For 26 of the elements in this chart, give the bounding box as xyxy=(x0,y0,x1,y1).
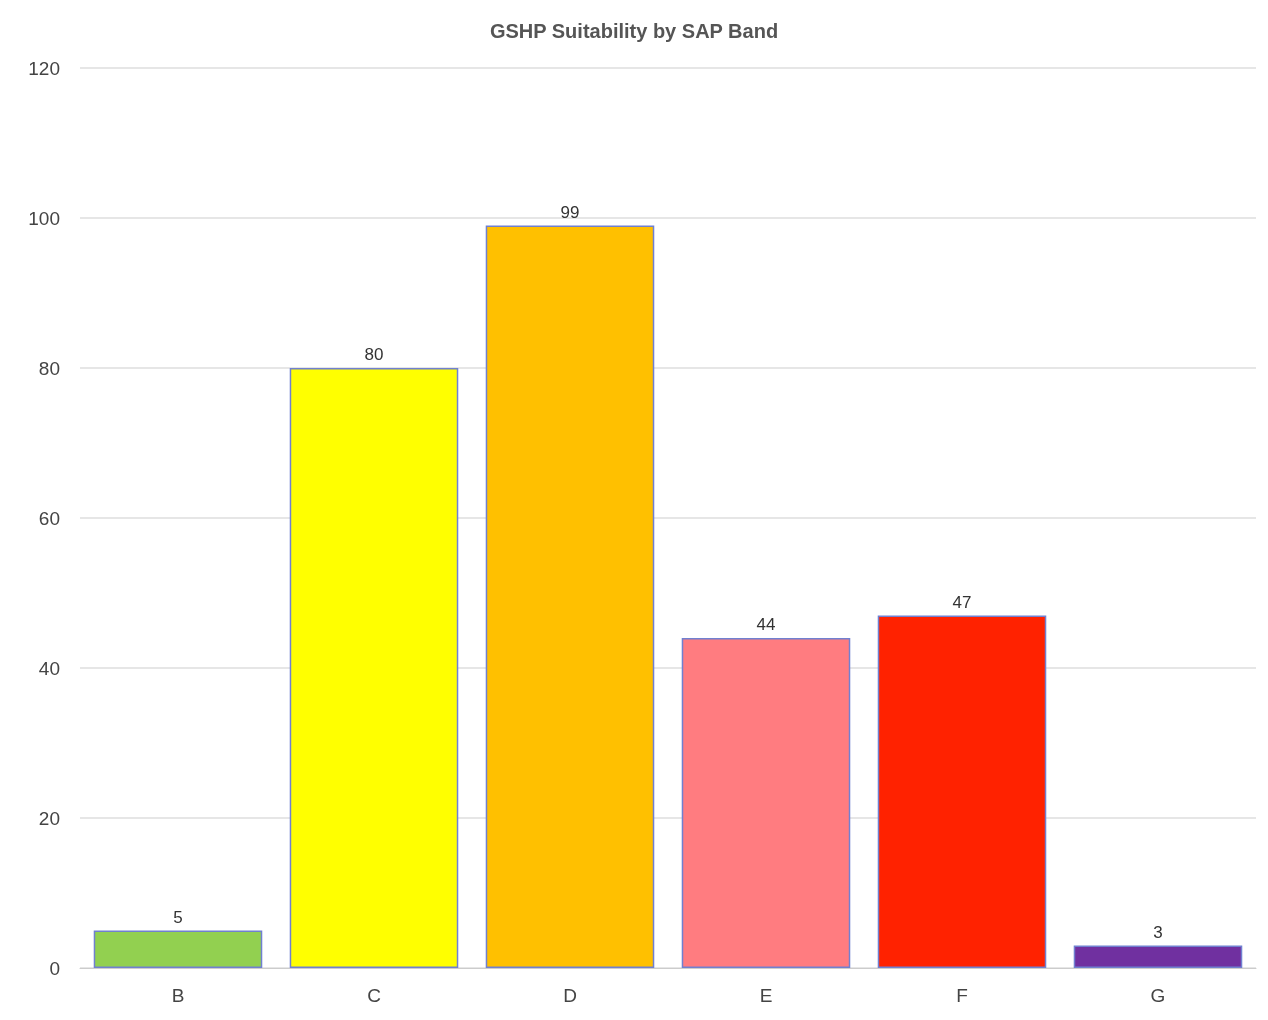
x-tick-label: E xyxy=(759,985,773,1006)
data-label: 80 xyxy=(364,345,384,364)
y-tick-label: 60 xyxy=(38,507,60,529)
bar xyxy=(485,225,655,968)
y-tick-label: 120 xyxy=(28,57,60,79)
chart-title: GSHP Suitability by SAP Band xyxy=(489,20,779,42)
bar xyxy=(289,368,459,968)
y-tick-label: 100 xyxy=(28,207,60,229)
data-label: 3 xyxy=(1153,922,1163,942)
y-tick-label: 80 xyxy=(38,357,60,379)
bar xyxy=(93,930,263,968)
y-tick-label: 0 xyxy=(49,957,60,979)
data-label: 44 xyxy=(756,615,776,634)
data-label: 47 xyxy=(952,592,972,612)
data-label: 5 xyxy=(173,907,183,927)
x-tick-label: B xyxy=(171,985,185,1006)
bar xyxy=(1073,945,1243,968)
x-tick-label: C xyxy=(367,985,381,1006)
y-tick-label: 40 xyxy=(38,657,60,679)
bar xyxy=(877,615,1047,968)
x-tick-label: D xyxy=(563,985,577,1006)
y-tick-label: 20 xyxy=(38,807,60,829)
bar xyxy=(681,638,851,968)
x-tick-label: G xyxy=(1150,985,1166,1006)
x-tick-label: F xyxy=(956,985,968,1006)
data-label: 99 xyxy=(560,202,580,222)
